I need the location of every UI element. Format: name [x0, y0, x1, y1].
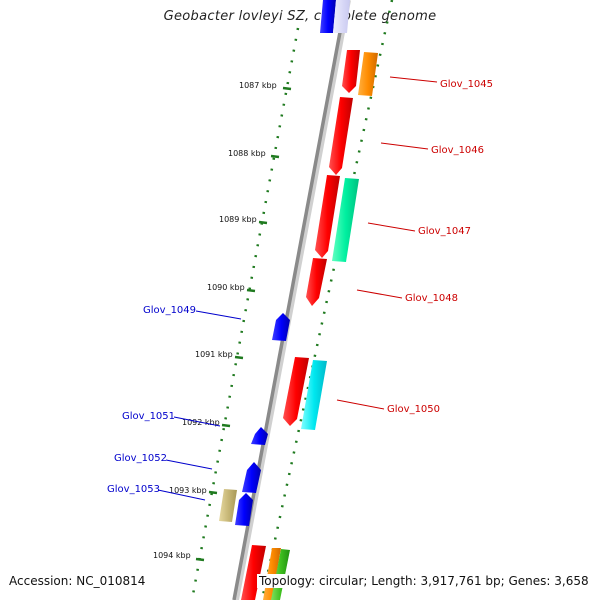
gene-glov-1048 — [306, 258, 327, 306]
gene-leader-lines — [157, 76, 438, 501]
gene-glov-1050 — [283, 357, 309, 426]
gene-glov-1052 — [242, 462, 261, 493]
leader-glov-1049 — [195, 310, 242, 320]
label-glov-1052: Glov_1052 — [114, 453, 167, 464]
leader-glov-1045 — [389, 76, 438, 83]
tick-1088 — [270, 154, 280, 159]
leader-glov-1053 — [157, 489, 206, 501]
tick-label-1094: 1094 kbp — [153, 551, 191, 560]
tick-1091 — [234, 355, 244, 360]
label-glov-1048: Glov_1048 — [405, 293, 458, 304]
tick-1089 — [258, 220, 268, 225]
tick-label-1087: 1087 kbp — [239, 81, 277, 90]
gene-glov-1046 — [329, 97, 353, 175]
kbp-ticks — [195, 86, 292, 562]
label-glov-1047: Glov_1047 — [418, 226, 471, 237]
leader-glov-1050 — [336, 399, 385, 410]
tick-label-1091: 1091 kbp — [195, 350, 233, 359]
gene-glov-1053 — [235, 493, 253, 526]
leader-glov-1047 — [367, 222, 416, 232]
gene-glov-1045 — [342, 50, 360, 93]
gene-glov-1047-mint — [332, 178, 359, 262]
label-glov-1049: Glov_1049 — [143, 305, 196, 316]
tick-1090 — [246, 288, 256, 293]
label-glov-1045: Glov_1045 — [440, 79, 493, 90]
gene-glov-1051 — [251, 427, 268, 445]
gene-glov-1050-cyan — [301, 360, 327, 430]
accession-text: Accession: NC_010814 — [7, 574, 148, 588]
label-glov-1053: Glov_1053 — [107, 484, 160, 495]
tick-label-1090: 1090 kbp — [207, 283, 245, 292]
gene-partial-bottom-red — [241, 545, 266, 600]
label-glov-1046: Glov_1046 — [431, 145, 484, 156]
tick-1092 — [221, 423, 231, 428]
tick-1093 — [208, 490, 218, 495]
gene-features — [219, 0, 378, 600]
tick-label-1088: 1088 kbp — [228, 149, 266, 158]
gene-glov-1045-orange — [358, 52, 378, 96]
topology-text: Topology: circular; Length: 3,917,761 bp… — [257, 574, 591, 588]
leader-glov-1048 — [356, 289, 403, 299]
tick-label-1089: 1089 kbp — [219, 215, 257, 224]
gene-partial-top-2 — [333, 0, 350, 33]
gene-glov-1047 — [315, 175, 340, 258]
inner-dotted-ring — [190, 27, 300, 600]
gene-partial-top — [320, 0, 336, 33]
leader-glov-1046 — [380, 142, 429, 150]
gene-labels: Glov_1045 Glov_1046 Glov_1047 Glov_1048 … — [107, 79, 493, 495]
leader-glov-1052 — [165, 459, 213, 470]
tick-1087 — [282, 86, 292, 91]
leader-glov-1051 — [173, 416, 221, 427]
map-title: Geobacter lovleyi SZ, complete genome — [163, 9, 437, 24]
tick-1094 — [195, 557, 205, 562]
gene-glov-1049 — [272, 313, 290, 341]
label-glov-1051: Glov_1051 — [122, 411, 175, 422]
tick-label-1093: 1093 kbp — [169, 486, 207, 495]
genome-backbone-shadow — [233, 0, 351, 600]
label-glov-1050: Glov_1050 — [387, 404, 440, 415]
gene-glov-1053-khaki — [219, 489, 237, 522]
